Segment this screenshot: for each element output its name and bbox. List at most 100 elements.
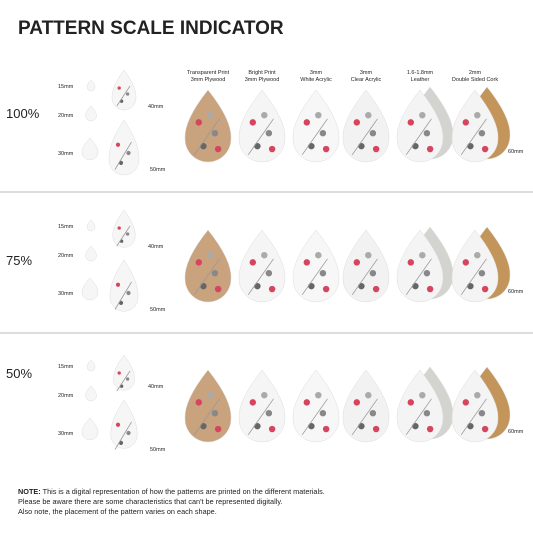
pattern-dot	[261, 251, 268, 259]
pattern-dot	[265, 409, 273, 417]
material-detail: Clear Acrylic	[351, 77, 382, 83]
size-label: 20mm	[58, 113, 74, 119]
pattern-dot	[117, 86, 121, 90]
pattern-dot	[211, 409, 219, 417]
sample-shape	[109, 259, 139, 312]
size-label: 40mm	[148, 244, 164, 250]
pattern-dot	[407, 259, 415, 266]
pattern-dot	[207, 111, 214, 119]
pattern-dot	[195, 399, 203, 406]
material-shape	[396, 229, 444, 303]
pattern-dot	[319, 409, 327, 417]
pattern-dot	[117, 371, 121, 375]
material-shape	[451, 89, 499, 163]
pattern-dot	[481, 425, 489, 433]
pattern-dot	[481, 285, 489, 293]
pattern-leaf	[460, 258, 487, 296]
pattern-dot	[372, 285, 380, 293]
size-label: 15mm	[58, 364, 74, 370]
pattern-dot	[214, 285, 222, 293]
sample-shape	[112, 209, 136, 248]
pattern-dot	[249, 259, 257, 266]
material-detail: 3mm Plywood	[191, 77, 226, 83]
pattern-dot	[419, 391, 426, 399]
size-label: 20mm	[58, 253, 74, 259]
pattern-dot	[474, 251, 481, 259]
pattern-dot	[254, 282, 261, 290]
pattern-dot	[358, 142, 365, 150]
pattern-dot	[467, 422, 474, 430]
material-detail: White Acrylic	[300, 77, 332, 83]
note-line: NOTE: This is a digital representation o…	[18, 487, 325, 496]
sample-shape	[81, 417, 99, 441]
pattern-dot	[117, 226, 121, 230]
material-detail: Double Sided Cork	[452, 77, 498, 83]
pattern-dot	[353, 399, 361, 406]
material-shape	[396, 89, 444, 163]
scale-label: 50%	[6, 366, 32, 381]
sample-shape	[108, 119, 140, 176]
pattern-leaf	[301, 118, 328, 156]
pattern-leaf	[116, 85, 131, 107]
pattern-dot	[211, 129, 219, 137]
pattern-dot	[265, 269, 273, 277]
sample-shape	[85, 385, 97, 402]
pattern-dot	[126, 150, 131, 156]
pattern-dot	[115, 422, 121, 427]
material-shape	[238, 229, 286, 303]
note-text: This is a digital representation of how …	[43, 487, 325, 496]
pattern-dot	[372, 425, 380, 433]
pattern-leaf	[193, 258, 220, 296]
sample-shape	[86, 359, 96, 372]
pattern-dot	[353, 119, 361, 126]
pattern-leaf	[351, 398, 378, 436]
pattern-dot	[365, 251, 372, 259]
material-detail: Leather	[411, 77, 430, 83]
pattern-dot	[322, 145, 330, 153]
pattern-dot	[358, 422, 365, 430]
pattern-dot	[419, 251, 426, 259]
pattern-leaf	[116, 225, 131, 247]
pattern-dot	[426, 425, 434, 433]
note-label: NOTE:	[18, 487, 41, 496]
pattern-dot	[319, 269, 327, 277]
pattern-dot	[207, 391, 214, 399]
pattern-dot	[365, 391, 372, 399]
size-label: 30mm	[58, 151, 74, 157]
pattern-dot	[265, 129, 273, 137]
pattern-leaf	[114, 421, 132, 450]
pattern-dot	[315, 251, 322, 259]
material-name: 3mm	[310, 70, 323, 76]
pattern-leaf	[351, 258, 378, 296]
pattern-dot	[211, 269, 219, 277]
pattern-dot	[261, 111, 268, 119]
pattern-dot	[315, 391, 322, 399]
sample-shape	[85, 105, 97, 122]
pattern-dot	[369, 129, 377, 137]
sample-shape	[86, 219, 96, 232]
sample-shape	[113, 354, 135, 391]
pattern-leaf	[460, 118, 487, 156]
pattern-dot	[200, 142, 207, 150]
size-label: 60mm	[508, 289, 524, 295]
pattern-dot	[214, 145, 222, 153]
pattern-dot	[200, 282, 207, 290]
size-label: 15mm	[58, 84, 74, 90]
pattern-dot	[126, 290, 131, 296]
pattern-dot	[308, 282, 315, 290]
pattern-leaf	[301, 258, 328, 296]
pattern-dot	[125, 232, 130, 236]
pattern-leaf	[114, 281, 132, 310]
size-label: 50mm	[150, 447, 166, 453]
pattern-dot	[467, 282, 474, 290]
pattern-leaf	[405, 118, 432, 156]
size-label: 20mm	[58, 393, 74, 399]
size-label: 30mm	[58, 291, 74, 297]
material-name: Bright Print	[248, 70, 276, 76]
material-shape	[184, 229, 232, 303]
pattern-dot	[125, 377, 130, 381]
material-shape	[342, 229, 390, 303]
pattern-dot	[419, 111, 426, 119]
pattern-dot	[467, 142, 474, 150]
